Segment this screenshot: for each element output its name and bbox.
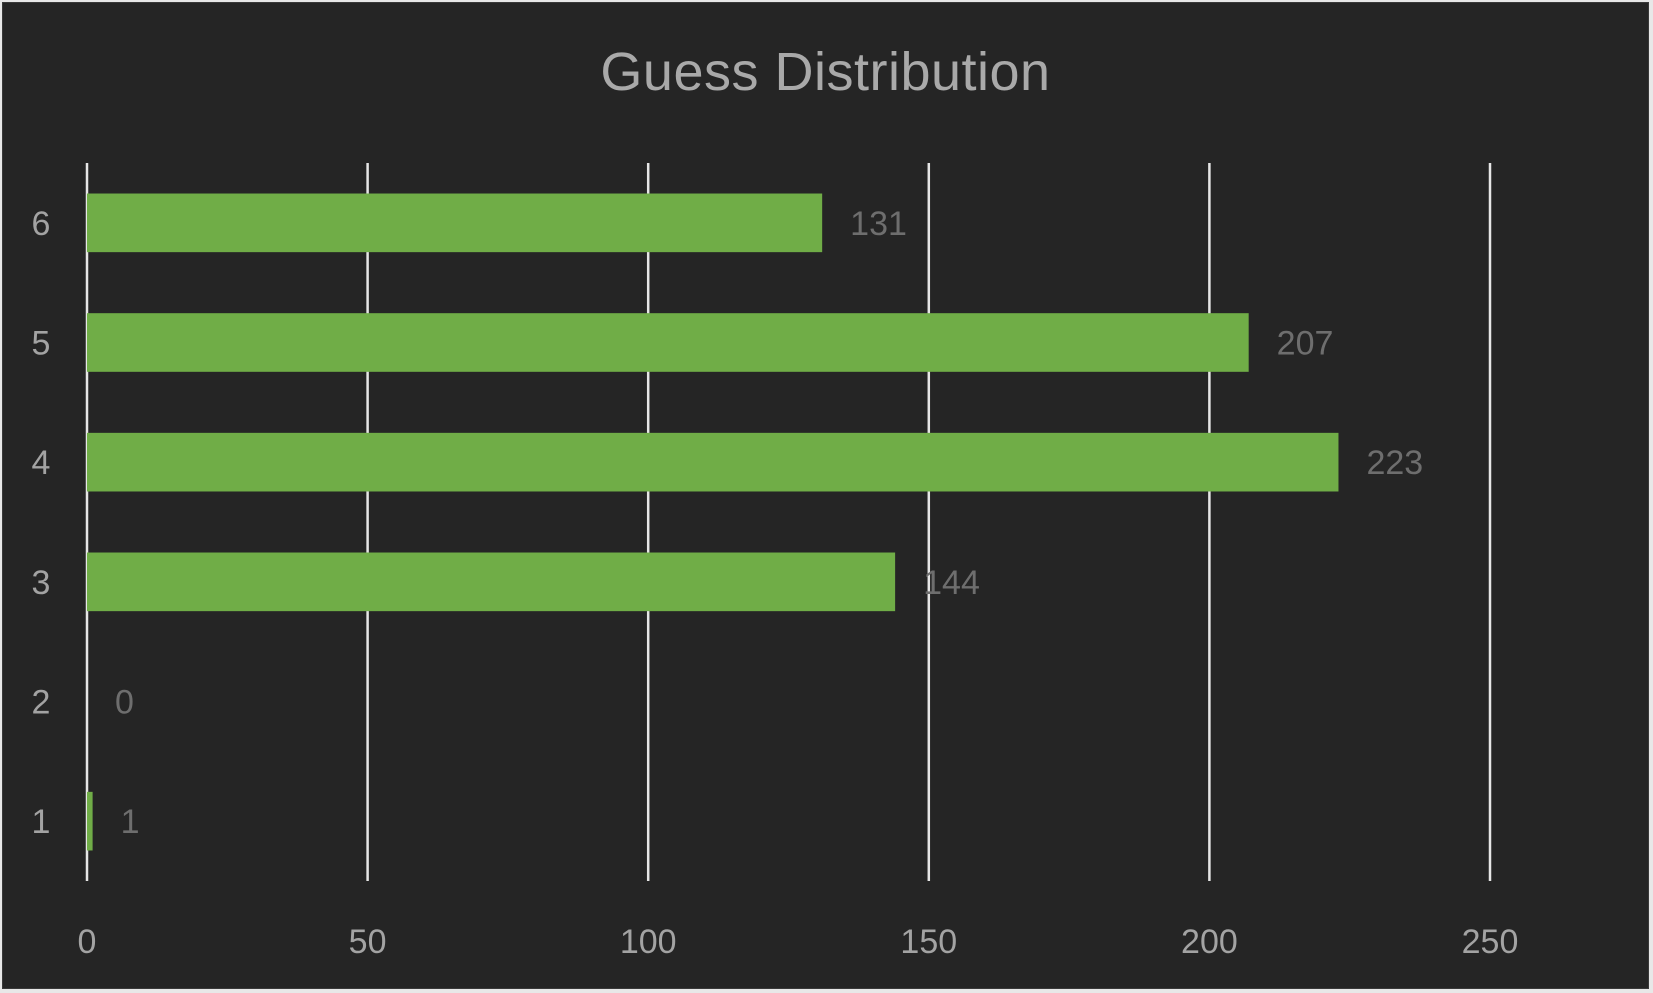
data-label-6: 131	[850, 205, 907, 243]
y-tick-label: 1	[32, 803, 51, 841]
y-tick-label: 2	[32, 684, 51, 722]
data-label-1: 1	[121, 803, 140, 841]
y-axis-ticks: 1 2 3 4 5 6	[32, 205, 51, 841]
data-labels: 1 0 144 223 207 131	[115, 205, 1423, 841]
bar-1	[87, 791, 93, 851]
y-tick-label: 4	[32, 444, 51, 482]
chart-title: Guess Distribution	[600, 42, 1051, 102]
x-tick-label: 100	[620, 923, 677, 961]
data-label-3: 144	[923, 564, 980, 602]
y-tick-label: 5	[32, 325, 51, 363]
data-label-4: 223	[1366, 444, 1423, 482]
y-tick-label: 3	[32, 564, 51, 602]
y-tick-label: 6	[32, 205, 51, 243]
x-tick-label: 0	[78, 923, 97, 961]
x-axis-ticks: 0 50 100 150 200 250	[78, 923, 1519, 961]
bars	[87, 193, 1339, 851]
x-tick-label: 150	[900, 923, 957, 961]
bar-4	[87, 432, 1339, 492]
bar-3	[87, 552, 896, 612]
data-label-5: 207	[1277, 325, 1334, 363]
gridlines	[85, 163, 1492, 881]
chart-plot: 1 0 144 223 207 131 1 2 3 4 5 6 0 50 100 150 200 250	[32, 163, 1519, 961]
bar-6	[87, 193, 823, 253]
x-tick-label: 250	[1462, 923, 1519, 961]
data-label-2: 0	[115, 684, 134, 722]
bar-5	[87, 313, 1249, 372]
x-tick-label: 50	[349, 923, 387, 961]
x-tick-label: 200	[1181, 923, 1238, 961]
